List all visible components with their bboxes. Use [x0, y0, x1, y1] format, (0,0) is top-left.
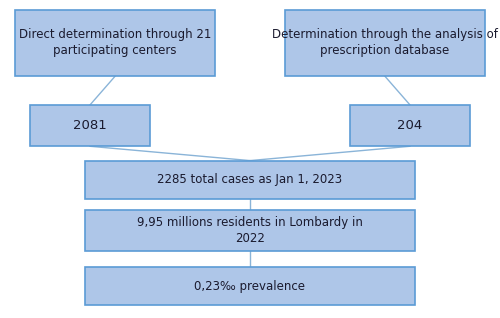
Text: 204: 204	[398, 119, 422, 132]
FancyBboxPatch shape	[15, 10, 215, 76]
FancyBboxPatch shape	[85, 161, 415, 199]
FancyBboxPatch shape	[30, 105, 150, 146]
Text: Determination through the analysis of
prescription database: Determination through the analysis of pr…	[272, 28, 498, 58]
Text: 2081: 2081	[73, 119, 107, 132]
FancyBboxPatch shape	[285, 10, 485, 76]
FancyBboxPatch shape	[85, 210, 415, 251]
Text: Direct determination through 21
participating centers: Direct determination through 21 particip…	[19, 28, 211, 58]
Text: 9,95 millions residents in Lombardy in
2022: 9,95 millions residents in Lombardy in 2…	[137, 216, 363, 245]
Text: 2285 total cases as Jan 1, 2023: 2285 total cases as Jan 1, 2023	[158, 173, 342, 186]
FancyBboxPatch shape	[350, 105, 470, 146]
FancyBboxPatch shape	[85, 267, 415, 305]
Text: 0,23‰ prevalence: 0,23‰ prevalence	[194, 280, 306, 293]
